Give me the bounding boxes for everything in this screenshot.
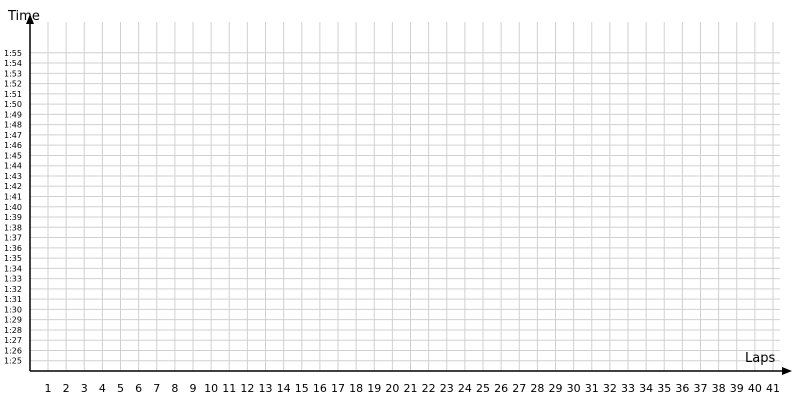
x-tick-label: 31 <box>585 382 599 395</box>
y-tick-label: 1:51 <box>4 90 22 99</box>
x-tick-label: 29 <box>549 382 563 395</box>
y-tick-label: 1:52 <box>4 80 22 89</box>
x-tick-label: 3 <box>81 382 88 395</box>
y-tick-label: 1:30 <box>4 305 22 314</box>
x-tick-label: 11 <box>222 382 236 395</box>
x-tick-label: 8 <box>171 382 178 395</box>
x-tick-label: 35 <box>657 382 671 395</box>
x-tick-label: 23 <box>440 382 454 395</box>
x-axis-title: Laps <box>745 351 775 366</box>
y-tick-label: 1:42 <box>4 182 22 191</box>
y-tick-label: 1:48 <box>4 121 22 130</box>
x-tick-labels: 1 2 3 4 5 6 7 8 9 10 11 12 13 14 15 16 17 18 19 20 21 22 23 24 2… <box>45 382 781 395</box>
y-tick-label: 1:55 <box>4 49 22 58</box>
y-tick-label: 1:36 <box>4 244 22 253</box>
y-tick-label: 1:49 <box>4 110 22 119</box>
y-axis-title: Time <box>7 9 40 24</box>
x-tick-label: 34 <box>639 382 653 395</box>
y-tick-label: 1:33 <box>4 275 22 284</box>
y-tick-label: 1:40 <box>4 203 22 212</box>
x-tick-label: 32 <box>603 382 617 395</box>
x-tick-label: 14 <box>277 382 291 395</box>
y-tick-label: 1:46 <box>4 141 22 150</box>
y-tick-label: 1:45 <box>4 151 22 160</box>
y-axis-arrow <box>26 14 34 24</box>
x-tick-label: 4 <box>99 382 106 395</box>
x-tick-label: 30 <box>567 382 581 395</box>
x-tick-label: 26 <box>494 382 508 395</box>
y-tick-label: 1:27 <box>4 336 22 345</box>
x-tick-label: 38 <box>712 382 726 395</box>
x-tick-label: 22 <box>422 382 436 395</box>
y-tick-label: 1:54 <box>4 59 22 68</box>
y-tick-label: 1:53 <box>4 69 22 78</box>
y-tick-label: 1:25 <box>4 357 22 366</box>
x-tick-label: 41 <box>766 382 780 395</box>
x-tick-label: 6 <box>135 382 142 395</box>
x-tick-label: 13 <box>259 382 273 395</box>
y-tick-label: 1:44 <box>4 162 22 171</box>
x-tick-label: 39 <box>730 382 744 395</box>
grid <box>30 22 780 371</box>
x-tick-label: 10 <box>204 382 218 395</box>
x-tick-label: 1 <box>45 382 52 395</box>
x-axis-arrow <box>782 367 792 375</box>
y-tick-label: 1:47 <box>4 131 22 140</box>
x-tick-label: 33 <box>621 382 635 395</box>
x-tick-label: 15 <box>295 382 309 395</box>
y-tick-label: 1:35 <box>4 254 22 263</box>
x-tick-label: 9 <box>190 382 197 395</box>
y-tick-label: 1:38 <box>4 223 22 232</box>
x-tick-label: 25 <box>476 382 490 395</box>
y-tick-label: 1:50 <box>4 100 22 109</box>
y-tick-label: 1:29 <box>4 316 22 325</box>
x-tick-label: 37 <box>694 382 708 395</box>
y-tick-label: 1:28 <box>4 326 22 335</box>
y-tick-label: 1:41 <box>4 193 22 202</box>
x-tick-label: 40 <box>748 382 762 395</box>
y-tick-label: 1:43 <box>4 172 22 181</box>
x-tick-label: 16 <box>313 382 327 395</box>
x-tick-label: 28 <box>530 382 544 395</box>
x-tick-label: 7 <box>153 382 160 395</box>
x-tick-label: 20 <box>385 382 399 395</box>
y-tick-labels: 1:25 1:261:271:281:29 1:301:311:321:33 1:34… <box>4 49 22 366</box>
x-tick-label: 36 <box>675 382 689 395</box>
x-tick-label: 12 <box>240 382 254 395</box>
x-tick-label: 24 <box>458 382 472 395</box>
y-tick-label: 1:34 <box>4 264 22 273</box>
x-tick-label: 2 <box>63 382 70 395</box>
y-tick-label: 1:26 <box>4 346 22 355</box>
x-tick-label: 27 <box>512 382 526 395</box>
x-tick-label: 5 <box>117 382 124 395</box>
y-tick-label: 1:32 <box>4 285 22 294</box>
axes <box>26 14 792 375</box>
x-tick-label: 19 <box>367 382 381 395</box>
y-tick-label: 1:39 <box>4 213 22 222</box>
x-tick-label: 17 <box>331 382 345 395</box>
x-tick-label: 21 <box>404 382 418 395</box>
y-tick-label: 1:31 <box>4 295 22 304</box>
y-tick-label: 1:37 <box>4 234 22 243</box>
x-tick-label: 18 <box>349 382 363 395</box>
